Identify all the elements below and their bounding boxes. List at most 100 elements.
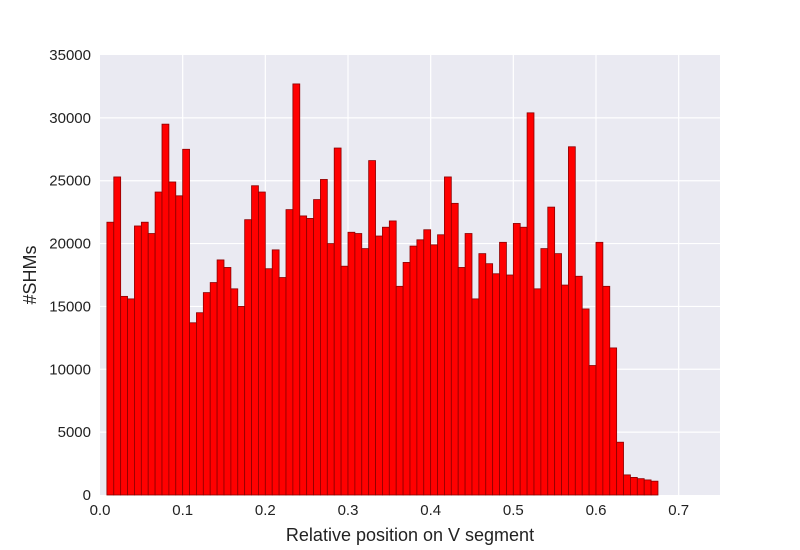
y-tick-label: 0 — [83, 487, 91, 504]
histogram-bar — [437, 234, 445, 496]
histogram-bar — [333, 147, 342, 496]
y-tick-label: 5000 — [58, 424, 91, 441]
histogram-bar — [368, 160, 376, 496]
histogram-bar — [251, 185, 259, 496]
histogram-bar — [237, 306, 246, 496]
x-tick-label: 0.6 — [586, 502, 607, 519]
histogram-bar — [161, 123, 170, 496]
histogram-bar — [168, 181, 177, 496]
histogram-bar — [271, 249, 280, 496]
histogram-bar — [382, 226, 390, 496]
histogram-bar — [457, 267, 466, 496]
histogram-bar — [147, 233, 156, 496]
histogram-bar — [554, 253, 562, 496]
histogram-bar — [216, 259, 225, 496]
bars — [106, 83, 659, 496]
histogram-bar — [561, 284, 569, 496]
y-tick-label: 15000 — [49, 298, 91, 315]
x-tick-label: 0.4 — [420, 502, 441, 519]
histogram-bar — [547, 206, 556, 496]
histogram-bar — [154, 191, 163, 496]
histogram-bar — [588, 365, 597, 496]
histogram-bar — [202, 292, 211, 496]
histogram-bar — [189, 322, 197, 496]
histogram-bar — [320, 179, 328, 496]
x-tick-label: 0.3 — [338, 502, 359, 519]
histogram-bar — [134, 225, 142, 496]
y-tick-label: 30000 — [49, 110, 91, 127]
histogram-bar — [313, 199, 321, 496]
x-tick-label: 0.7 — [668, 502, 689, 519]
histogram-bar — [223, 267, 232, 496]
histogram-bar — [643, 479, 652, 496]
histogram-bar — [464, 233, 473, 496]
y-tick-label: 10000 — [49, 361, 91, 378]
histogram-bar — [519, 226, 528, 496]
histogram-bar — [450, 202, 459, 496]
histogram-bar — [209, 282, 218, 496]
histogram-bar — [512, 223, 521, 496]
x-tick-label: 0.1 — [172, 502, 193, 519]
histogram-bar — [650, 480, 659, 496]
histogram-bar — [285, 209, 294, 496]
histogram-bar — [471, 298, 480, 496]
histogram-bar — [581, 308, 590, 496]
histogram-bar — [292, 83, 301, 496]
histogram-bar — [230, 288, 239, 496]
y-tick-labels: 0 5000 10000 15000 20000 25000 30000 35000 — [49, 47, 91, 504]
histogram-bar — [375, 235, 383, 496]
histogram-bar — [616, 441, 624, 496]
x-tick-label: 0.5 — [503, 502, 524, 519]
histogram-bar — [264, 268, 273, 496]
histogram-bar — [533, 288, 542, 496]
histogram-bar — [540, 248, 549, 496]
x-tick-label: 0.2 — [255, 502, 276, 519]
histogram-bar — [278, 277, 287, 496]
x-axis-label: Relative position on V segment — [286, 525, 534, 545]
histogram-bar — [347, 231, 356, 496]
y-tick-label: 20000 — [49, 236, 91, 253]
histogram-bar — [430, 244, 438, 496]
histogram-bar — [485, 263, 494, 496]
histogram-bar — [595, 241, 604, 496]
histogram-bar — [402, 262, 411, 496]
histogram-bar — [636, 478, 645, 496]
histogram-bar — [244, 219, 252, 496]
histogram-bar — [354, 233, 363, 496]
histogram-bar — [361, 248, 370, 496]
histogram-bar — [113, 176, 122, 496]
y-tick-label: 25000 — [49, 173, 91, 190]
histogram-bar — [395, 285, 404, 496]
histogram-bar — [175, 195, 184, 496]
histogram-bar — [299, 215, 308, 496]
histogram-bar — [106, 221, 115, 496]
histogram-bar — [602, 285, 611, 496]
x-tick-labels: 0.0 0.1 0.2 0.3 0.4 0.5 0.6 0.7 — [90, 502, 690, 519]
histogram-bar — [423, 229, 432, 496]
histogram-bar — [306, 218, 314, 496]
histogram-bar — [623, 474, 631, 496]
histogram-bar — [478, 253, 487, 496]
histogram-bar — [258, 191, 266, 496]
histogram-bar — [499, 241, 507, 496]
histogram-bar — [127, 298, 135, 496]
histogram-bar — [340, 265, 349, 496]
histogram-bar — [409, 245, 418, 496]
histogram-bar — [196, 312, 204, 496]
histogram-bar — [574, 275, 583, 496]
y-tick-label: 35000 — [49, 47, 91, 64]
histogram-bar — [416, 239, 425, 496]
x-tick-label: 0.0 — [90, 502, 111, 519]
histogram-bar — [609, 347, 618, 496]
histogram-bar — [140, 221, 149, 496]
histogram-bar — [630, 476, 638, 496]
histogram-bar — [568, 146, 576, 496]
histogram-bar — [388, 220, 397, 496]
histogram-bar — [444, 176, 452, 496]
histogram-bar — [506, 274, 514, 496]
histogram-bar — [326, 243, 335, 496]
histogram-bar — [492, 273, 500, 496]
y-axis-label: #SHMs — [20, 245, 40, 304]
histogram-bar — [120, 295, 128, 496]
